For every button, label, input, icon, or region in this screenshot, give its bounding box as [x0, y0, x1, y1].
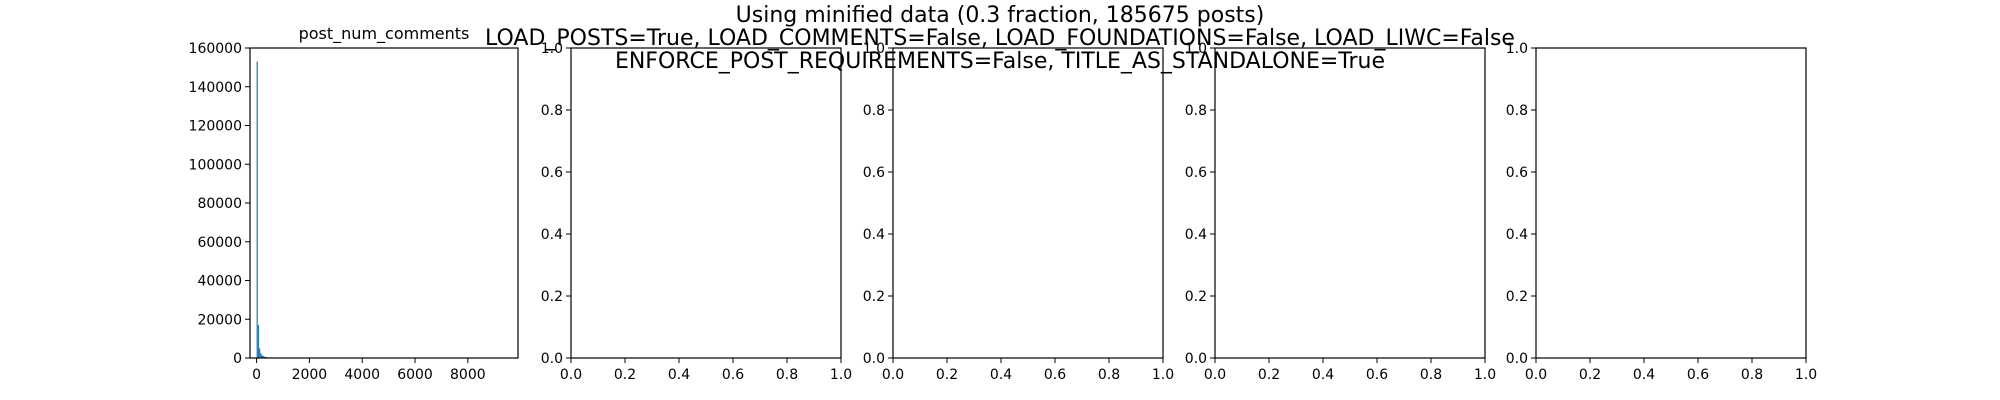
histogram-bar	[257, 325, 260, 358]
subplot-3: 0.0 0.2 0.4 0.6 0.8 1.0 0.0 0.2 0.4 0.6 0.8 1.0	[863, 41, 1174, 383]
histogram-bar	[263, 356, 266, 358]
y-tick-label: 0.4	[1185, 227, 1207, 243]
y-tick-label: 120000	[189, 119, 242, 135]
y-tick-label: 20000	[197, 312, 242, 328]
suptitle-line-2: LOAD_POSTS=True, LOAD_COMMENTS=False, LO…	[485, 26, 1515, 51]
y-tick-label: 0.4	[1506, 227, 1528, 243]
y-tick-label: 0.6	[1506, 165, 1528, 181]
x-tick-label: 0.8	[1098, 367, 1120, 383]
y-tick-label: 1.0	[1185, 41, 1207, 57]
x-tick-label: 0	[252, 367, 261, 383]
x-tick-label: 0.4	[1633, 367, 1655, 383]
suptitle-line-3: ENFORCE_POST_REQUIREMENTS=False, TITLE_A…	[614, 49, 1386, 74]
x-tick-label: 0.6	[1044, 367, 1066, 383]
x-tick-label: 0.2	[936, 367, 958, 383]
subplot-4: 0.0 0.2 0.4 0.6 0.8 1.0 0.0 0.2 0.4 0.6 0.8 1.0	[1185, 41, 1496, 383]
x-tick-label: 0.4	[668, 367, 690, 383]
x-tick-label: 1.0	[1795, 367, 1817, 383]
subplot-5: 0.0 0.2 0.4 0.6 0.8 1.0 0.0 0.2 0.4 0.6 0.8 1.0	[1506, 41, 1817, 383]
y-tick-label: 0.2	[863, 289, 885, 305]
x-tick-label: 0.2	[614, 367, 636, 383]
y-tick-label: 0.2	[541, 289, 563, 305]
axes-frame	[570, 47, 842, 359]
x-tick-label: 1.0	[830, 367, 852, 383]
y-tick-label: 0.6	[1185, 165, 1207, 181]
y-tick-label: 0.4	[541, 227, 563, 243]
x-tick-label: 0.6	[1687, 367, 1709, 383]
histogram-bar	[260, 353, 262, 358]
x-tick-label: 0.0	[1525, 367, 1547, 383]
y-tick-label: 0	[233, 351, 242, 367]
x-tick-label: 0.0	[1204, 367, 1226, 383]
y-tick-label: 0.4	[863, 227, 885, 243]
y-tick-label: 140000	[189, 80, 242, 96]
x-tick-label: 8000	[450, 367, 486, 383]
x-tick-label: 1.0	[1152, 367, 1174, 383]
y-tick-label: 0.8	[863, 103, 885, 119]
y-tick-label: 0.8	[1185, 103, 1207, 119]
y-tick-label: 100000	[189, 157, 242, 173]
x-tick-label: 0.8	[1741, 367, 1763, 383]
histogram-bar	[262, 356, 264, 358]
x-tick-label: 0.6	[1366, 367, 1388, 383]
x-tick-label: 0.8	[776, 367, 798, 383]
x-tick-label: 6000	[397, 367, 433, 383]
subplot-title: post_num_comments	[299, 24, 470, 44]
y-tick-label: 0.8	[541, 103, 563, 119]
x-tick-label: 0.0	[882, 367, 904, 383]
y-tick-label: 0.0	[1185, 351, 1207, 367]
x-tick-label: 0.6	[722, 367, 744, 383]
y-tick-label: 0.2	[1506, 289, 1528, 305]
subplot-2: 0.0 0.2 0.4 0.6 0.8 1.0 0.0 0.2 0.4 0.6 0.8 1.0	[541, 41, 852, 383]
y-tick-label: 0.0	[541, 351, 563, 367]
histogram-bar	[261, 355, 263, 358]
y-tick-label: 0.6	[541, 165, 563, 181]
figure-suptitle: Using minified data (0.3 fraction, 18567…	[0, 4, 2000, 73]
x-tick-label: 0.4	[1312, 367, 1334, 383]
subplot-1: 0 2000 4000 6000 800002000040000600008000010…	[189, 24, 519, 383]
x-tick-label: 4000	[344, 367, 380, 383]
y-tick-label: 1.0	[541, 41, 563, 57]
x-tick-label: 0.0	[560, 367, 582, 383]
x-tick-label: 0.2	[1579, 367, 1601, 383]
x-tick-label: 2000	[292, 367, 328, 383]
axes-frame	[1535, 47, 1807, 359]
x-tick-label: 0.2	[1258, 367, 1280, 383]
histogram-bar	[259, 348, 261, 358]
x-tick-label: 0.4	[990, 367, 1012, 383]
y-tick-label: 0.0	[863, 351, 885, 367]
y-tick-label: 0.8	[1506, 103, 1528, 119]
y-tick-label: 160000	[189, 41, 242, 57]
x-tick-label: 0.8	[1420, 367, 1442, 383]
y-tick-label: 0.2	[1185, 289, 1207, 305]
axes-frame	[249, 47, 519, 359]
y-tick-label: 0.0	[1506, 351, 1528, 367]
y-tick-label: 40000	[197, 274, 242, 290]
axes-frame	[1214, 47, 1486, 359]
axes-frame	[892, 47, 1164, 359]
y-tick-label: 1.0	[863, 41, 885, 57]
suptitle-line-1: Using minified data (0.3 fraction, 18567…	[735, 3, 1265, 28]
x-tick-label: 1.0	[1474, 367, 1496, 383]
y-tick-label: 60000	[197, 235, 242, 251]
y-tick-label: 80000	[197, 196, 242, 212]
y-tick-label: 1.0	[1506, 41, 1528, 57]
histogram-bar	[256, 61, 258, 358]
y-tick-label: 0.6	[863, 165, 885, 181]
